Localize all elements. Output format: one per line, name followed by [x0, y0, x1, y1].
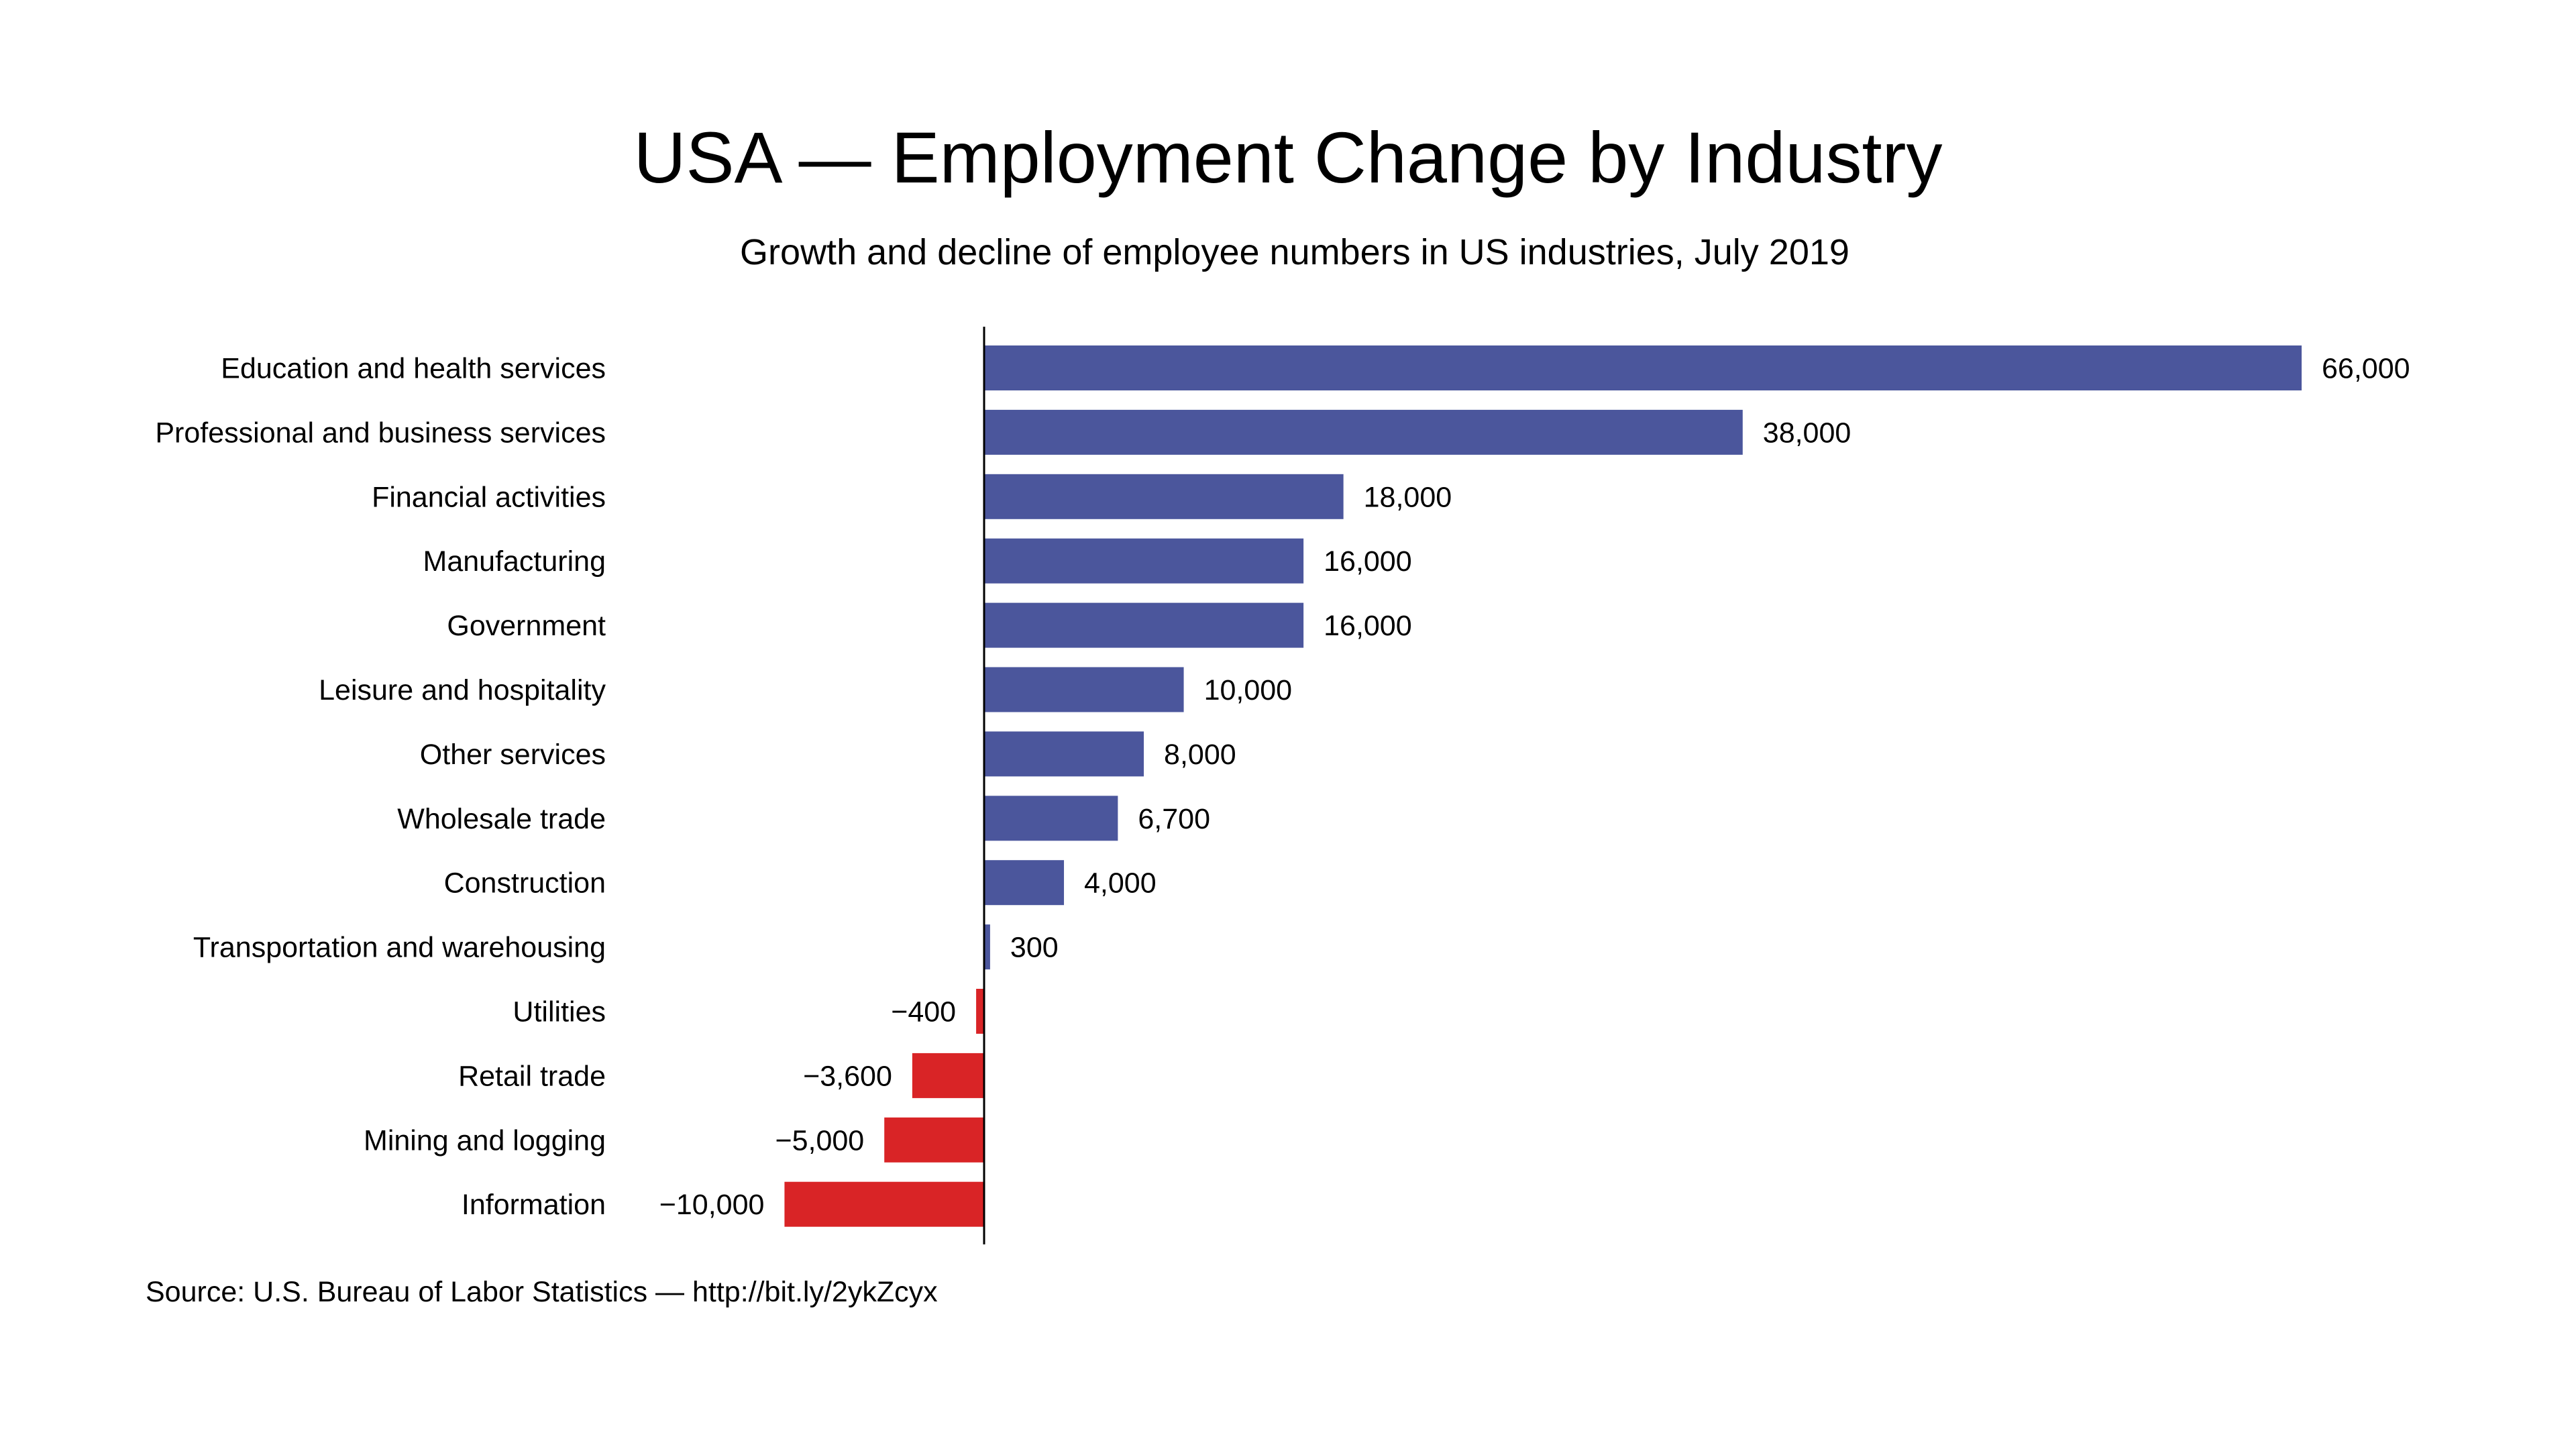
value-label: 18,000	[1364, 481, 1452, 513]
bar	[984, 796, 1118, 841]
bar	[912, 1053, 984, 1098]
bar	[984, 860, 1065, 906]
category-label: Professional and business services	[155, 417, 606, 449]
bar	[984, 345, 2302, 390]
value-label: 66,000	[2322, 353, 2410, 385]
category-label: Information	[462, 1189, 606, 1221]
value-label: 16,000	[1324, 545, 1412, 578]
value-label: 300	[1010, 932, 1059, 964]
category-label: Construction	[444, 867, 606, 900]
category-label: Wholesale trade	[397, 803, 606, 835]
value-label: 38,000	[1763, 417, 1851, 449]
source-note: Source: U.S. Bureau of Labor Statistics …	[146, 1276, 938, 1308]
bar	[984, 474, 1344, 519]
bar	[984, 409, 1743, 455]
chart-title: USA — Employment Change by Industry	[634, 117, 1943, 198]
category-label: Retail trade	[458, 1060, 606, 1092]
category-label: Financial activities	[372, 481, 606, 513]
value-label: −3,600	[803, 1060, 892, 1092]
category-label: Mining and logging	[364, 1124, 606, 1157]
value-label: −400	[891, 996, 956, 1028]
bar	[884, 1117, 984, 1163]
value-label: −10,000	[659, 1189, 765, 1221]
category-label: Manufacturing	[423, 545, 606, 578]
value-label: 6,700	[1138, 803, 1210, 835]
category-label: Government	[447, 610, 606, 642]
bar	[784, 1181, 984, 1227]
chart-subtitle: Growth and decline of employee numbers i…	[740, 232, 1849, 272]
value-label: 16,000	[1324, 610, 1412, 642]
category-label: Transportation and warehousing	[193, 932, 606, 964]
category-label: Other services	[420, 739, 606, 771]
bar	[984, 602, 1304, 648]
value-label: 10,000	[1204, 674, 1293, 706]
value-label: 8,000	[1164, 739, 1236, 771]
bar	[984, 538, 1304, 584]
value-label: 4,000	[1084, 867, 1157, 900]
bar	[984, 924, 990, 970]
bar	[984, 731, 1144, 777]
category-label: Education and health services	[221, 353, 606, 385]
category-label: Utilities	[513, 996, 606, 1028]
bar	[984, 667, 1184, 712]
value-label: −5,000	[775, 1124, 864, 1157]
bar	[976, 989, 984, 1034]
category-label: Leisure and hospitality	[319, 674, 606, 706]
